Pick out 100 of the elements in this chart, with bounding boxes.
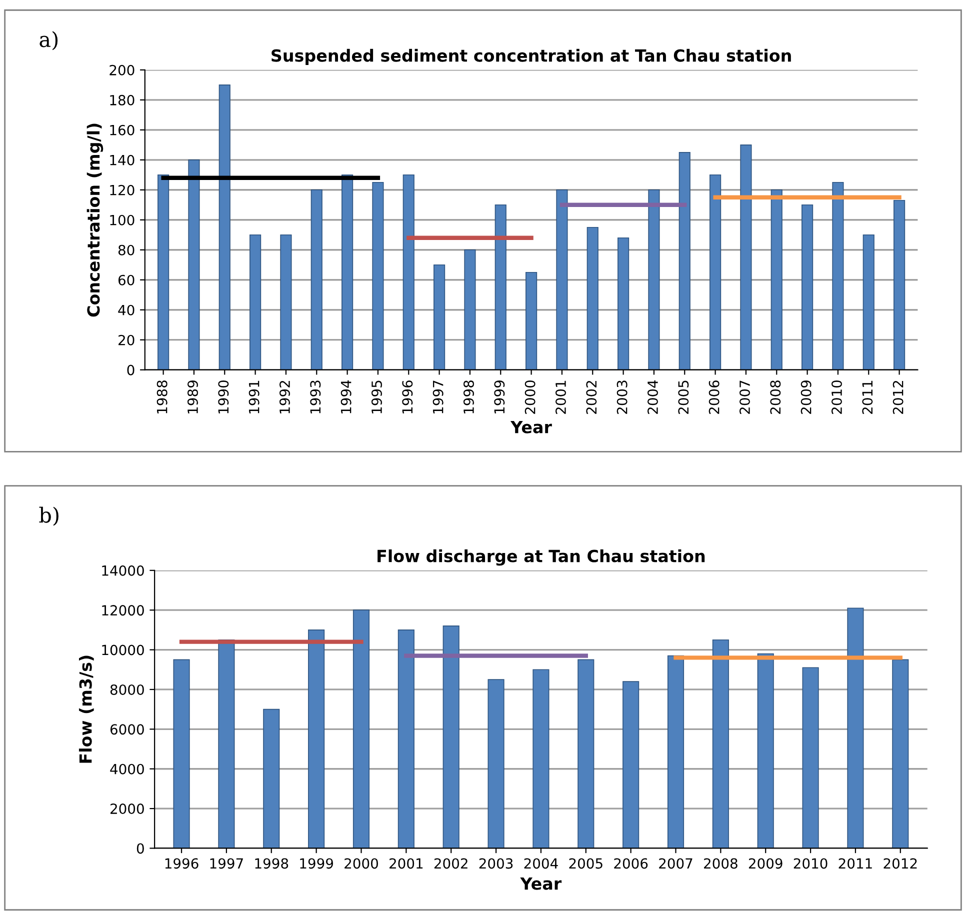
x-tick-label: 1997 bbox=[432, 380, 444, 414]
bar bbox=[218, 639, 235, 848]
x-tick-label: 2012 bbox=[892, 380, 904, 414]
y-tick-label: 14000 bbox=[102, 565, 144, 576]
bar bbox=[770, 189, 782, 370]
x-tick-label: 2002 bbox=[586, 380, 597, 414]
bar bbox=[188, 159, 200, 370]
y-tick-label: 8000 bbox=[110, 684, 144, 695]
x-tick-label: 1999 bbox=[494, 380, 505, 414]
x-tick-label: 2009 bbox=[748, 858, 782, 869]
x-tick-label: 1990 bbox=[218, 380, 229, 414]
x-tick-label: 2010 bbox=[794, 858, 828, 869]
text: a) bbox=[40, 31, 58, 50]
x-tick-label: 2000 bbox=[344, 858, 378, 869]
bar bbox=[678, 152, 690, 370]
bar bbox=[832, 182, 844, 370]
bar bbox=[578, 659, 594, 848]
bar bbox=[526, 272, 538, 370]
y-tick-label: 12000 bbox=[102, 605, 144, 616]
x-tick-label: 2001 bbox=[555, 380, 566, 414]
x-tick-label: 1995 bbox=[371, 380, 382, 414]
bar bbox=[532, 669, 550, 848]
bar bbox=[556, 189, 568, 370]
x-tick-label: 1998 bbox=[255, 858, 288, 869]
x-tick-label: 2011 bbox=[838, 858, 872, 869]
x-tick-label: 2007 bbox=[659, 858, 692, 869]
y-tick-label: 10000 bbox=[102, 644, 144, 656]
bar bbox=[894, 200, 906, 370]
x-tick-label: 1993 bbox=[310, 380, 321, 414]
x-tick-label: 2002 bbox=[434, 858, 468, 869]
x-tick-label: 2000 bbox=[524, 380, 536, 414]
bar bbox=[372, 182, 384, 370]
bar bbox=[398, 630, 414, 848]
bar bbox=[280, 234, 292, 370]
x-tick-label: 2008 bbox=[704, 858, 738, 869]
bar bbox=[494, 204, 506, 370]
chart-title: Suspended sediment concentration at Tan Chau station bbox=[272, 48, 791, 66]
bar bbox=[618, 237, 630, 370]
y-tick-label: 2000 bbox=[110, 804, 144, 814]
bar bbox=[173, 659, 190, 848]
x-tick-label: 2012 bbox=[884, 858, 917, 869]
bar bbox=[862, 234, 874, 370]
bar bbox=[308, 630, 325, 848]
y-tick-label: 6000 bbox=[110, 724, 144, 735]
bar bbox=[847, 608, 864, 848]
chart-title: Flow discharge at Tan Chau station bbox=[378, 549, 705, 566]
y-tick-label: 20 bbox=[118, 334, 134, 346]
x-tick-label: 2010 bbox=[831, 380, 842, 414]
y-axis-title: Concentration (mg/l) bbox=[86, 124, 104, 317]
y-tick-label: 100 bbox=[110, 214, 134, 226]
bar bbox=[250, 234, 262, 370]
x-tick-label: 1994 bbox=[340, 380, 352, 414]
bar bbox=[310, 189, 322, 370]
x-tick-label: 1992 bbox=[279, 380, 290, 414]
y-tick-label: 200 bbox=[110, 64, 134, 76]
x-tick-label: 2003 bbox=[479, 858, 513, 869]
bar bbox=[740, 144, 752, 370]
y-tick-label: 4000 bbox=[110, 764, 144, 774]
x-tick-label: 1996 bbox=[402, 380, 413, 414]
x-tick-label: 2005 bbox=[678, 380, 689, 414]
x-tick-label: 2005 bbox=[569, 858, 602, 869]
x-tick-label: 2004 bbox=[647, 380, 658, 414]
x-tick-label: 1999 bbox=[300, 858, 334, 869]
x-axis-title: Year bbox=[520, 877, 562, 890]
bar bbox=[712, 639, 729, 848]
y-axis-title: Flow (m3/s) bbox=[78, 656, 94, 763]
bar bbox=[488, 679, 504, 848]
bar bbox=[218, 84, 230, 370]
x-tick-label: 2004 bbox=[524, 858, 558, 869]
y-tick-label: 0 bbox=[127, 364, 134, 376]
bar bbox=[158, 174, 170, 370]
y-tick-label: 160 bbox=[110, 124, 134, 136]
y-tick-label: 60 bbox=[118, 274, 134, 286]
y-tick-label: 80 bbox=[118, 244, 134, 256]
x-tick-label: 2006 bbox=[614, 858, 648, 869]
x-tick-label: 2003 bbox=[616, 380, 628, 414]
x-tick-label: 2007 bbox=[739, 380, 750, 414]
bar bbox=[667, 655, 684, 848]
bar bbox=[586, 226, 598, 370]
x-tick-label: 1997 bbox=[210, 858, 243, 869]
bar bbox=[648, 189, 660, 370]
x-tick-label: 2008 bbox=[770, 380, 781, 414]
bar bbox=[757, 653, 774, 848]
bar bbox=[402, 174, 414, 370]
x-tick-label: 2006 bbox=[708, 380, 720, 414]
y-tick-label: 180 bbox=[110, 94, 134, 106]
y-tick-label: 0 bbox=[136, 843, 144, 854]
x-axis-title: Year bbox=[510, 420, 552, 434]
y-tick-label: 40 bbox=[118, 304, 134, 316]
y-tick-label: 140 bbox=[110, 154, 134, 166]
bar bbox=[892, 659, 909, 848]
bar bbox=[352, 610, 370, 848]
bar bbox=[802, 667, 819, 848]
x-tick-label: 2011 bbox=[862, 380, 873, 414]
bar bbox=[442, 626, 460, 848]
bar bbox=[464, 249, 476, 370]
x-tick-label: 2001 bbox=[390, 858, 423, 869]
bar bbox=[434, 264, 446, 370]
x-tick-label: 2009 bbox=[800, 380, 812, 414]
text: b) bbox=[39, 506, 58, 526]
